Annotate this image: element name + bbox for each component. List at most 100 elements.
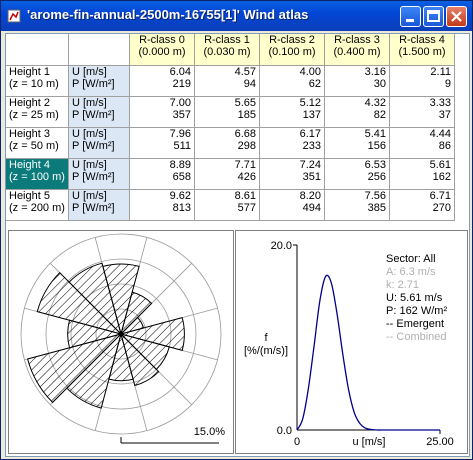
value-cell[interactable]: 5.12 137 <box>259 96 325 128</box>
row-header-label: Height 3 <box>9 127 50 140</box>
wind-speed-value: 5.61 <box>429 158 451 171</box>
wind-rose-panel[interactable]: 15.0% <box>8 230 234 454</box>
title-bar[interactable]: 'arome-fin-annual-2500m-16755[1]' Wind a… <box>1 1 472 31</box>
maximize-button[interactable] <box>423 6 444 27</box>
table-row-height-2[interactable]: Height 2 (z = 25 m) U [m/s] P [W/m²] 7.00 3… <box>6 96 455 128</box>
y-max-label: 20.0 <box>271 240 292 252</box>
value-cell[interactable]: 5.41 156 <box>324 127 390 159</box>
table-corner <box>6 34 69 66</box>
wind-speed-value: 7.71 <box>234 158 256 171</box>
row-header-height: (z = 100 m) <box>9 170 65 183</box>
unit-p-label: P [W/m²] <box>72 201 115 214</box>
wind-speed-value: 7.96 <box>169 127 191 140</box>
minimize-button[interactable] <box>400 6 421 27</box>
power-density-value: 94 <box>243 77 256 90</box>
power-density-value: 511 <box>173 139 191 152</box>
wind-speed-value: 7.24 <box>299 158 321 171</box>
power-density-value: 357 <box>172 108 191 121</box>
table-corner-units <box>68 34 130 66</box>
power-density-value: 62 <box>308 77 321 90</box>
value-cell[interactable]: 6.68 298 <box>194 127 260 159</box>
row-header-height-5[interactable]: Height 5 (z = 200 m) <box>6 189 69 221</box>
legend-emergent: -- Emergent <box>386 318 444 330</box>
value-cell[interactable]: 5.65 185 <box>194 96 260 128</box>
wind-speed-value: 5.12 <box>299 96 321 109</box>
unit-cell: U [m/s] P [W/m²] <box>68 96 130 128</box>
row-header-height-3[interactable]: Height 3 (z = 50 m) <box>6 127 69 159</box>
wind-speed-value: 7.56 <box>364 189 386 202</box>
unit-u-label: U [m/s] <box>72 65 107 78</box>
row-header-label: Height 5 <box>9 189 50 202</box>
column-header-rclass-2[interactable]: R-class 2 (0.100 m) <box>259 34 325 66</box>
column-header-rclass-0[interactable]: R-class 0 (0.000 m) <box>129 34 195 66</box>
column-header-label: R-class 4 <box>399 34 445 46</box>
table-row-height-3[interactable]: Height 3 (z = 50 m) U [m/s] P [W/m²] 7.96 5… <box>6 127 455 159</box>
wind-speed-value: 4.00 <box>299 65 321 78</box>
power-density-value: 219 <box>172 77 191 90</box>
value-cell[interactable]: 4.00 62 <box>259 65 325 97</box>
rose-sector <box>120 291 153 336</box>
value-cell[interactable]: 8.20 494 <box>259 189 325 221</box>
x-axis-label: u [m/s] <box>352 436 385 448</box>
power-density-value: 298 <box>237 139 256 152</box>
power-density-value: 385 <box>367 201 386 214</box>
value-cell[interactable]: 6.53 256 <box>324 158 390 190</box>
value-cell[interactable]: 6.17 233 <box>259 127 325 159</box>
value-cell[interactable]: 3.33 37 <box>389 96 455 128</box>
value-cell[interactable]: 4.44 86 <box>389 127 455 159</box>
rose-sector <box>119 316 185 352</box>
column-header-roughness: (1.500 m) <box>398 46 446 58</box>
row-header-height: (z = 50 m) <box>9 139 59 152</box>
value-cell[interactable]: 5.61 162 <box>389 158 455 190</box>
value-cell[interactable]: 7.56 385 <box>324 189 390 221</box>
x-max-label: 25.00 <box>426 436 454 448</box>
window-title: 'arome-fin-annual-2500m-16755[1]' Wind a… <box>27 7 309 22</box>
y-axis-unit: [%/(m/s)] <box>244 345 288 357</box>
row-header-height: (z = 10 m) <box>9 77 59 90</box>
unit-u-label: U [m/s] <box>72 127 107 140</box>
value-cell[interactable]: 7.00 357 <box>129 96 195 128</box>
row-header-height-1[interactable]: Height 1 (z = 10 m) <box>6 65 69 97</box>
value-cell[interactable]: 4.32 82 <box>324 96 390 128</box>
wind-rose-sectors <box>26 262 185 409</box>
wind-speed-value: 2.11 <box>430 65 451 78</box>
maximize-icon <box>427 10 440 22</box>
value-cell[interactable]: 3.16 30 <box>324 65 390 97</box>
column-header-label: R-class 0 <box>139 34 185 46</box>
frequency-distribution-panel[interactable]: 20.0 0.0 0 25.00 u [m/s] f [%/(m/s)] Sec… <box>235 230 468 454</box>
legend-a-parameter: A: 6.3 m/s <box>386 266 436 278</box>
power-density-value: 137 <box>302 108 321 121</box>
rose-sector <box>26 333 123 404</box>
row-header-height-2[interactable]: Height 2 (z = 25 m) <box>6 96 69 128</box>
value-cell[interactable]: 7.96 511 <box>129 127 195 159</box>
value-cell[interactable]: 8.89 658 <box>129 158 195 190</box>
table-row-height-4[interactable]: Height 4 (z = 100 m) U [m/s] P [W/m²] 8.89… <box>6 158 455 190</box>
row-header-label: Height 4 <box>9 158 50 171</box>
power-density-value: 270 <box>432 201 451 214</box>
table-row-height-5[interactable]: Height 5 (z = 200 m) U [m/s] P [W/m²] 9.62… <box>6 189 455 221</box>
row-header-height-4[interactable]: Height 4 (z = 100 m) <box>6 158 69 190</box>
close-icon <box>451 11 462 22</box>
value-cell[interactable]: 4.57 94 <box>194 65 260 97</box>
table-row-height-1[interactable]: Height 1 (z = 10 m) U [m/s] P [W/m²] 6.04 2… <box>6 65 455 97</box>
unit-u-label: U [m/s] <box>72 96 107 109</box>
legend-sector: Sector: All <box>386 253 436 265</box>
power-density-value: 577 <box>237 201 256 214</box>
value-cell[interactable]: 7.71 426 <box>194 158 260 190</box>
column-header-rclass-1[interactable]: R-class 1 (0.030 m) <box>194 34 260 66</box>
column-header-rclass-4[interactable]: R-class 4 (1.500 m) <box>389 34 455 66</box>
value-cell[interactable]: 6.71 270 <box>389 189 455 221</box>
minimize-icon <box>406 19 414 22</box>
value-cell[interactable]: 8.61 577 <box>194 189 260 221</box>
unit-u-label: U [m/s] <box>72 189 107 202</box>
value-cell[interactable]: 7.24 351 <box>259 158 325 190</box>
wind-speed-value: 5.65 <box>234 96 256 109</box>
value-cell[interactable]: 6.04 219 <box>129 65 195 97</box>
close-button[interactable] <box>446 6 467 27</box>
value-cell[interactable]: 2.11 9 <box>389 65 455 97</box>
rose-sector <box>68 262 122 336</box>
emergent-curve <box>296 274 440 431</box>
column-header-rclass-3[interactable]: R-class 3 (0.400 m) <box>324 34 390 66</box>
value-cell[interactable]: 9.62 813 <box>129 189 195 221</box>
